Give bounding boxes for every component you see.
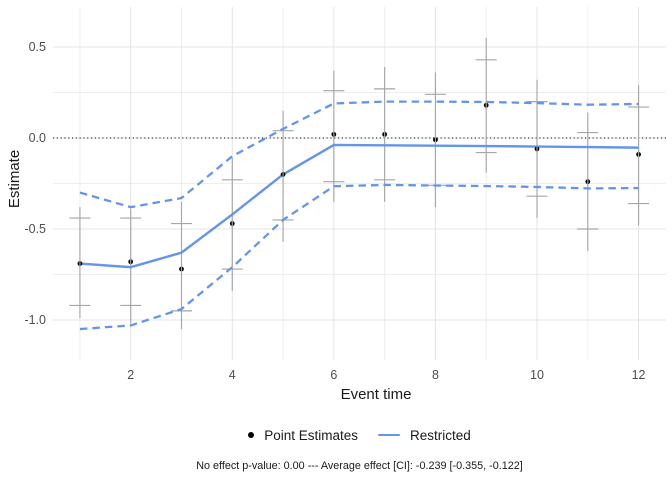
tick-label-layer: 0.5 0.0 -0.5 -1.0 2 4 6 8 10 12: [24, 40, 645, 382]
x-tick-label: 12: [632, 368, 646, 382]
x-tick-label: 8: [432, 368, 439, 382]
x-tick-label: 2: [127, 368, 134, 382]
x-axis-title: Event time: [341, 386, 412, 403]
restricted-line-layer: [79, 100, 639, 331]
point-estimate-layer: [77, 101, 641, 273]
x-tick-label: 10: [530, 368, 544, 382]
grid-minor-layer: [53, 7, 666, 360]
x-tick-label: 6: [330, 368, 337, 382]
y-tick-label: 0.5: [29, 40, 46, 54]
y-tick-label: -1.0: [24, 313, 46, 327]
line-marker-icon: [378, 433, 400, 437]
restricted-lower-dashed-line: [79, 183, 639, 331]
y-axis-title: Estimate: [6, 150, 23, 208]
legend-label-restricted: Restricted: [410, 427, 471, 443]
x-tick-label: 4: [229, 368, 236, 382]
event-study-plot: 0.5 0.0 -0.5 -1.0 2 4 6 8 10 12 Event time Estima…: [6, 7, 666, 403]
point-marker-icon: [248, 432, 255, 438]
y-tick-label: 0.0: [29, 131, 46, 145]
y-tick-label: -0.5: [24, 222, 46, 236]
legend: Point Estimates Restricted: [53, 424, 666, 446]
legend-item-restricted: Restricted: [378, 428, 471, 443]
legend-item-point-estimates: Point Estimates: [248, 428, 358, 443]
legend-label-point-estimates: Point Estimates: [264, 427, 358, 443]
stats-caption: No effect p-value: 0.00 --- Average effe…: [196, 460, 523, 472]
restricted-line: [79, 143, 639, 269]
restricted-upper-dashed-line: [79, 100, 639, 209]
